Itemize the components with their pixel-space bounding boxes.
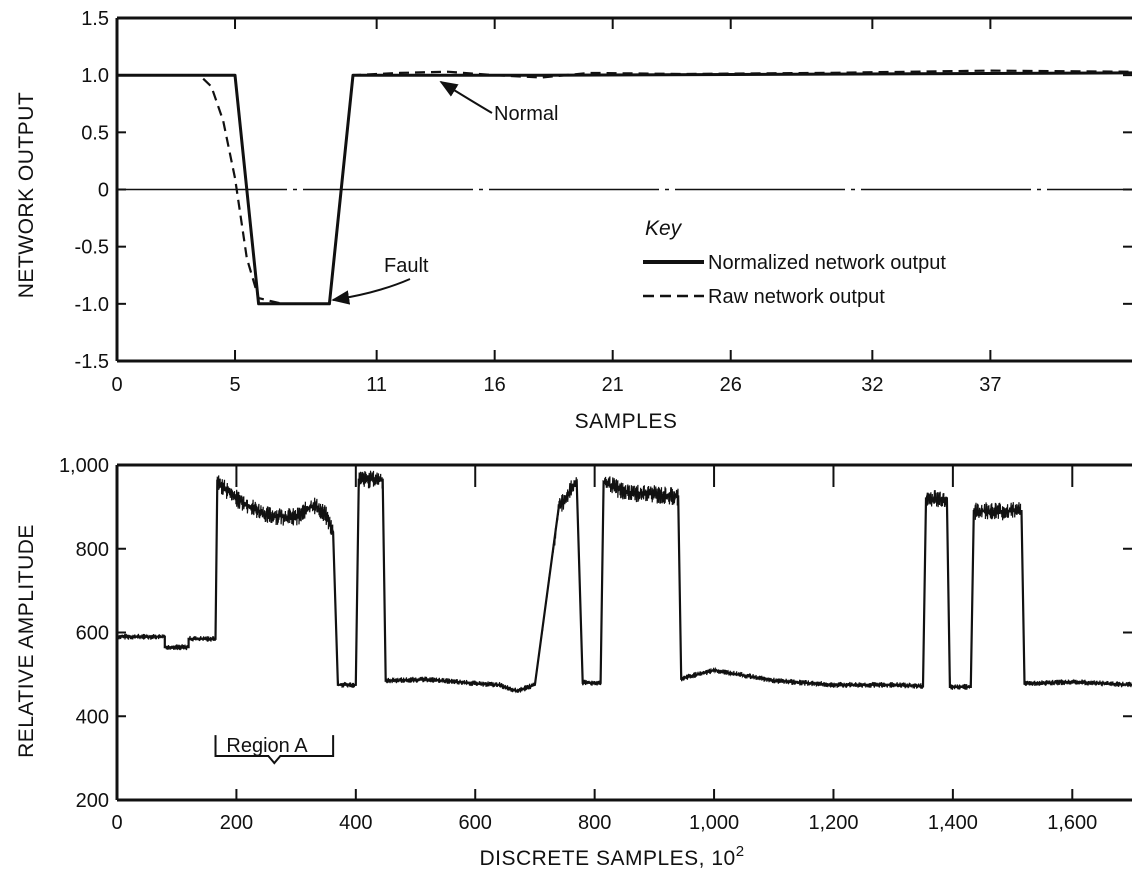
top-xtick-label: 0 <box>111 374 122 396</box>
bottom-y-tick-labels: 1,000 800 600 400 200 <box>59 455 109 812</box>
bottom-ytick-label: 1,000 <box>59 455 109 477</box>
top-xtick-label: 32 <box>861 374 883 396</box>
normal-arrow <box>439 81 493 114</box>
top-x-axis-title: SAMPLES <box>575 410 678 433</box>
bottom-x-axis-title-exponent: 2 <box>736 843 745 860</box>
top-y-axis-title: NETWORK OUTPUT <box>15 92 38 299</box>
legend-entry-normalized: Normalized network output <box>708 252 946 274</box>
bottom-x-axis-title-main: DISCRETE SAMPLES, 10 <box>479 847 735 870</box>
normalized-output-line <box>117 71 1132 306</box>
normal-annotation: Normal <box>439 81 558 125</box>
bottom-series-group <box>116 470 1132 694</box>
bottom-ytick-label: 800 <box>76 539 109 561</box>
region-a-annotation: Region A <box>214 735 335 765</box>
top-ytick-label: 0 <box>98 180 109 202</box>
top-xtick-label: 11 <box>366 374 387 396</box>
network-output-panel: 1.5 1.0 0.5 0 -0.5 -1.0 -1.5 0 5 11 16 21 26 32 37 SA… <box>15 8 1132 433</box>
top-ytick-label: 1.5 <box>81 8 109 30</box>
top-xtick-label: 16 <box>484 374 506 396</box>
bottom-xtick-label: 1,200 <box>808 812 858 834</box>
top-ticks <box>116 17 1132 362</box>
top-x-tick-labels: 0 5 11 16 21 26 32 37 <box>111 374 1001 396</box>
bottom-ticks <box>116 464 1132 801</box>
top-ytick-label: -1.0 <box>75 294 109 316</box>
top-ytick-label: -1.5 <box>75 351 109 373</box>
bottom-x-tick-labels: 0 200 400 600 800 1,000 1,200 1,400 1,600 <box>111 812 1097 834</box>
region-a-label: Region A <box>226 735 308 757</box>
bottom-x-axis-title: DISCRETE SAMPLES, 102 <box>479 843 744 870</box>
amplitude-trace <box>116 470 1132 694</box>
fault-annotation: Fault <box>331 255 429 305</box>
amplitude-envelope <box>117 478 1132 693</box>
top-ytick-label: 1.0 <box>81 65 109 87</box>
bottom-xtick-label: 800 <box>578 812 611 834</box>
fault-arrow <box>331 278 411 305</box>
top-xtick-label: 37 <box>979 374 1001 396</box>
legend-entry-raw: Raw network output <box>708 286 885 308</box>
bottom-xtick-label: 200 <box>220 812 253 834</box>
bottom-y-axis-title: RELATIVE AMPLITUDE <box>15 524 38 758</box>
top-xtick-label: 26 <box>720 374 742 396</box>
bottom-xtick-label: 1,400 <box>928 812 978 834</box>
bottom-ytick-label: 200 <box>76 790 109 812</box>
bottom-xtick-label: 400 <box>339 812 372 834</box>
region-a-bracket <box>214 735 335 765</box>
top-xtick-label: 5 <box>229 374 240 396</box>
bottom-xtick-label: 1,600 <box>1047 812 1097 834</box>
top-series-group <box>117 69 1132 306</box>
bottom-ytick-label: 600 <box>76 623 109 645</box>
top-ytick-label: 0.5 <box>81 122 109 144</box>
top-ytick-label: -0.5 <box>75 237 109 259</box>
top-xtick-label: 21 <box>602 374 624 396</box>
top-y-tick-labels: 1.5 1.0 0.5 0 -0.5 -1.0 -1.5 <box>75 8 109 373</box>
bottom-xtick-label: 600 <box>459 812 492 834</box>
bottom-ytick-label: 400 <box>76 706 109 728</box>
bottom-xtick-label: 0 <box>111 812 122 834</box>
bottom-xtick-label: 1,000 <box>689 812 739 834</box>
legend: Key Normalized network output Raw networ… <box>643 217 946 308</box>
fault-label: Fault <box>384 255 429 277</box>
legend-title: Key <box>645 217 683 240</box>
raw-output-line <box>140 69 1132 305</box>
normal-label: Normal <box>494 103 558 125</box>
